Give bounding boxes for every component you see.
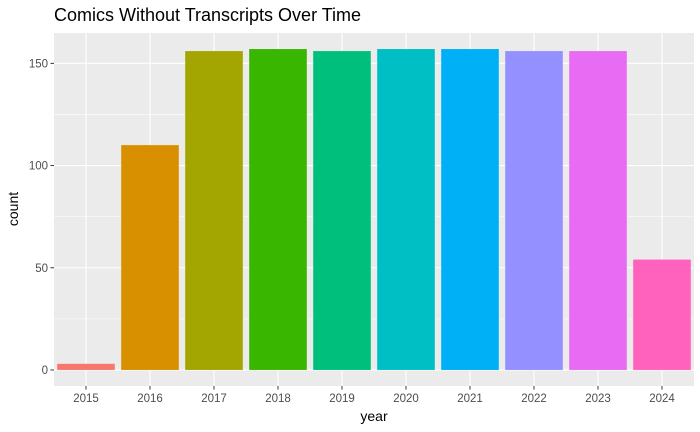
bar-2018: [249, 49, 307, 370]
x-tick-label: 2023: [585, 393, 611, 405]
bar-2021: [441, 49, 499, 370]
bar-2024: [633, 259, 691, 370]
x-tick-label: 2021: [457, 393, 483, 405]
bar-2020: [377, 49, 435, 370]
x-axis-title: year: [360, 408, 388, 424]
y-tick-label: 100: [29, 161, 48, 173]
x-tick-label: 2020: [393, 393, 419, 405]
bar-2017: [185, 51, 243, 370]
x-tick-label: 2015: [73, 393, 99, 405]
bar-2016: [121, 145, 179, 370]
y-axis-title: count: [5, 192, 21, 226]
bar-2019: [313, 51, 371, 370]
x-tick-label: 2017: [201, 393, 227, 405]
x-tick-label: 2016: [137, 393, 163, 405]
bars: [57, 49, 691, 370]
bar-2022: [505, 51, 563, 370]
y-tick-label: 50: [35, 263, 48, 275]
bar-2023: [569, 51, 627, 370]
chart-title: Comics Without Transcripts Over Time: [54, 5, 361, 25]
x-tick-label: 2018: [265, 393, 291, 405]
x-tick-label: 2024: [649, 393, 675, 405]
x-tick-label: 2019: [329, 393, 355, 405]
y-axis: 0 50 100 150: [29, 58, 54, 377]
x-axis: 2015 2016 2017 2018 2019 2020 2021 2022 2023 2024: [73, 386, 675, 405]
x-tick-label: 2022: [521, 393, 547, 405]
y-tick-label: 0: [42, 365, 48, 377]
y-tick-label: 150: [29, 58, 48, 70]
bar-2015: [57, 363, 115, 370]
